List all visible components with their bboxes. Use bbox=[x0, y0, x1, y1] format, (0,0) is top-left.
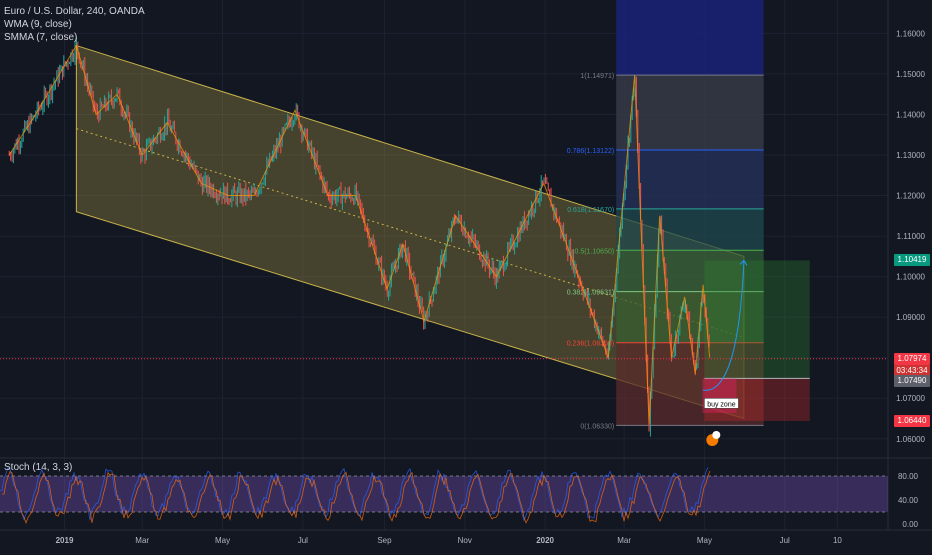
fib-level-label: 1(1.14971) bbox=[580, 73, 614, 80]
fib-level-label: 0.618(1.11670) bbox=[567, 207, 614, 214]
time-tick-label: 2019 bbox=[56, 536, 74, 545]
price-tick-label: 1.09000 bbox=[896, 313, 925, 322]
stoch-d-line bbox=[1, 470, 711, 524]
price-tick-label: 1.10000 bbox=[896, 273, 925, 282]
time-tick-label: May bbox=[697, 536, 712, 545]
time-tick-label: May bbox=[215, 536, 230, 545]
fib-level-label: 0.5(1.10650) bbox=[574, 248, 614, 255]
price-tick-label: 1.14000 bbox=[896, 110, 925, 119]
fib-level-label: 0(1.06330) bbox=[580, 423, 614, 430]
time-tick-label: Nov bbox=[458, 536, 472, 545]
fib-level-label: 0.786(1.13122) bbox=[567, 148, 614, 155]
stoch-tick-label: 40.00 bbox=[898, 496, 919, 505]
stoch-tick-label: 0.00 bbox=[902, 520, 918, 529]
last-price-label: 1.07974 bbox=[894, 352, 930, 365]
fib-zone bbox=[616, 208, 764, 251]
buy-zone-label-bg bbox=[704, 398, 739, 409]
profit-zone bbox=[704, 260, 810, 379]
event-count-icon bbox=[712, 431, 721, 439]
symbol-legend: Euro / U.S. Dollar, 240, OANDA bbox=[4, 6, 145, 17]
wma-line bbox=[8, 44, 711, 425]
stoch-tick-label: 80.00 bbox=[898, 472, 919, 481]
projection-curve bbox=[703, 260, 745, 391]
price-tick-label: 1.13000 bbox=[896, 151, 925, 160]
target-price-label: 1.10419 bbox=[894, 253, 930, 266]
projection-arrowhead bbox=[739, 259, 748, 266]
fib-zone bbox=[616, 250, 764, 292]
time-tick-label: 10 bbox=[833, 536, 842, 545]
buy-zone-label: buy zone bbox=[707, 401, 736, 408]
stop-price-label: 1.06440 bbox=[894, 414, 930, 427]
price-tick-label: 1.07000 bbox=[896, 394, 925, 403]
channel-midline bbox=[76, 128, 745, 338]
time-tick-label: Jul bbox=[298, 536, 308, 545]
bar-countdown: 03:43:34 bbox=[894, 364, 930, 376]
fib-level-label: 0.382(1.09631) bbox=[567, 290, 614, 297]
price-tick-label: 1.11000 bbox=[897, 232, 926, 241]
wma-legend: WMA (9, close) bbox=[4, 19, 72, 30]
time-tick-label: Mar bbox=[617, 536, 631, 545]
price-tick-label: 1.06000 bbox=[896, 435, 925, 444]
time-tick-label: Mar bbox=[135, 536, 149, 545]
smma-legend: SMMA (7, close) bbox=[4, 32, 78, 43]
entry-price-label: 1.07490 bbox=[894, 374, 930, 387]
stoch-k-line bbox=[0, 467, 709, 522]
time-tick-label: Jul bbox=[780, 536, 790, 545]
fib-zone bbox=[616, 342, 764, 426]
price-tick-label: 1.12000 bbox=[896, 192, 925, 201]
fib-extension-zone bbox=[616, 0, 764, 76]
fib-zone bbox=[616, 75, 764, 151]
time-tick-label: 2020 bbox=[536, 536, 554, 545]
stoch-legend: Stoch (14, 3, 3) bbox=[4, 462, 73, 473]
price-tick-label: 1.16000 bbox=[896, 29, 925, 38]
time-tick-label: Sep bbox=[377, 536, 392, 545]
price-tick-label: 1.15000 bbox=[896, 70, 925, 79]
fib-level-label: 0.236(1.08369) bbox=[567, 341, 614, 348]
